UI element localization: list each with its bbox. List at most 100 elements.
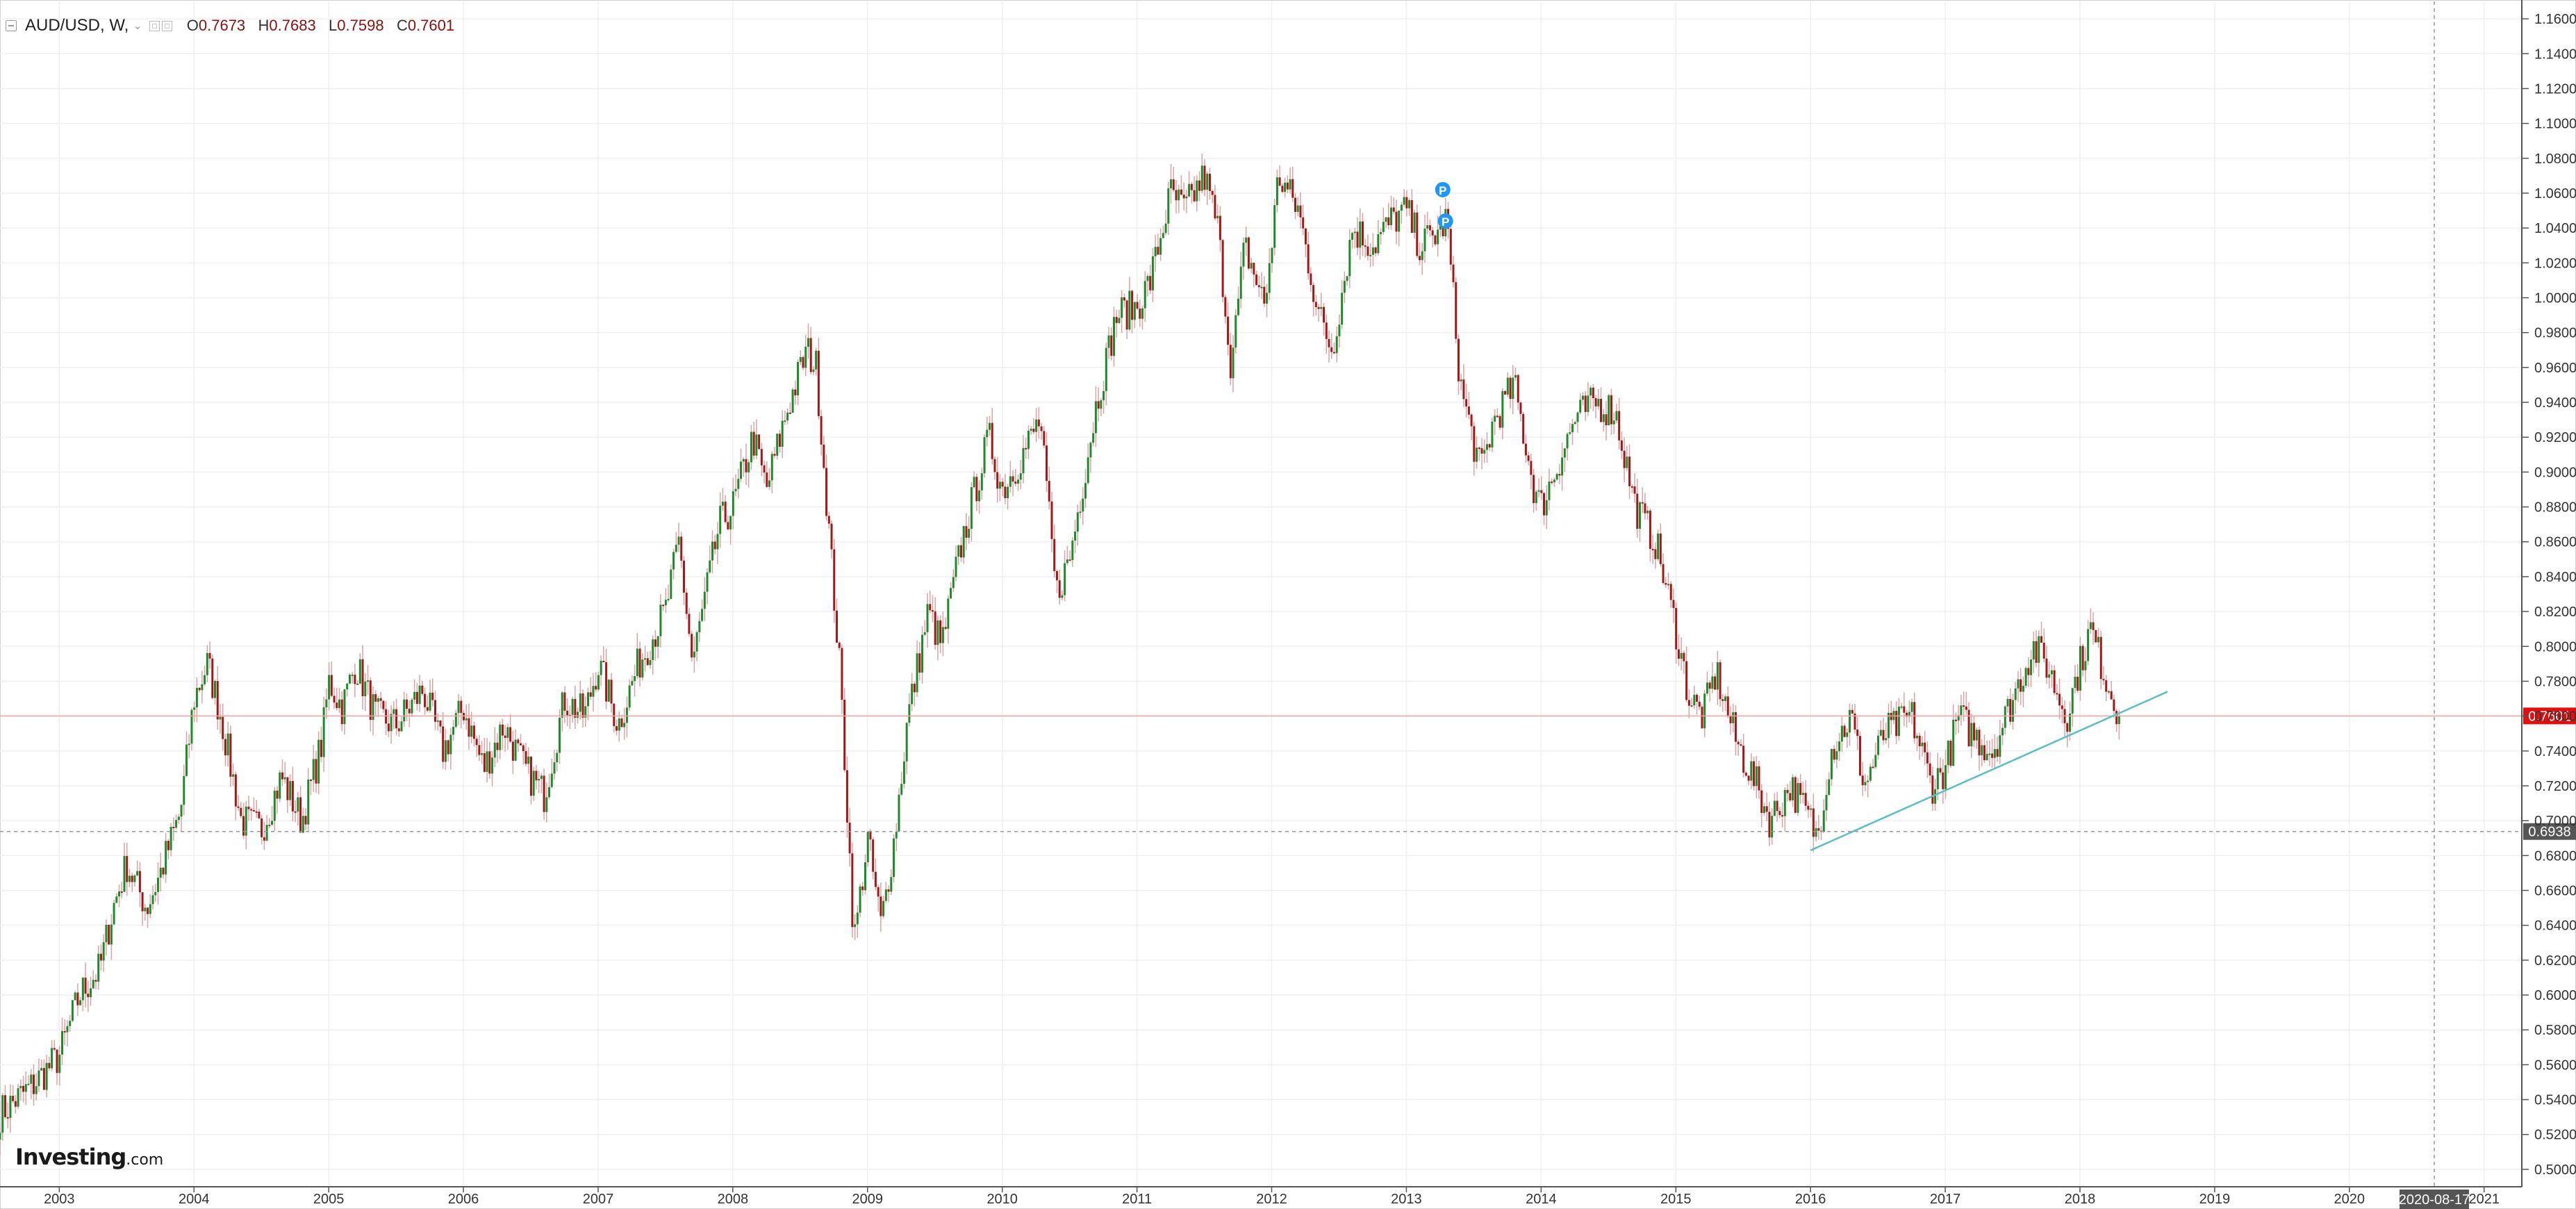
candle-down — [252, 809, 255, 812]
candle-down — [1465, 399, 1468, 406]
candle-down — [939, 620, 942, 643]
candle-down — [483, 753, 486, 772]
candle-down — [1861, 775, 1864, 786]
candle-up — [1869, 766, 1872, 781]
candle-up — [1791, 777, 1794, 800]
candle-up — [625, 707, 628, 723]
candle-up — [486, 751, 488, 772]
candle-down — [543, 775, 545, 812]
candle-down — [63, 1030, 66, 1033]
candle-up — [1822, 810, 1825, 832]
candle-down — [1281, 186, 1284, 192]
candle-up — [2001, 727, 2004, 736]
candle-up — [1574, 422, 1576, 425]
candle-up — [1597, 399, 1600, 406]
chevron-down-icon[interactable]: ⌄ — [133, 20, 142, 32]
candle-down — [1419, 256, 1421, 261]
candle-down — [2045, 658, 2048, 678]
candle-down — [1924, 742, 1926, 752]
candle-up — [607, 680, 610, 702]
candle-up — [2032, 641, 2035, 660]
candle-down — [869, 832, 872, 840]
candle-down — [975, 477, 978, 502]
candle-down — [434, 700, 436, 722]
candle-down — [462, 713, 465, 721]
candle-up — [92, 980, 94, 989]
price-axis[interactable]: 0.5000 0.5200 0.5400 0.5600 0.5800 0.6000 0.62… — [2521, 0, 2576, 1187]
candle-down — [56, 1049, 58, 1074]
candle-down — [1519, 402, 1522, 414]
candle-up — [732, 491, 734, 516]
candle-down — [1004, 486, 1007, 499]
candle-down — [1125, 300, 1128, 330]
candle-up — [1105, 347, 1107, 391]
candle-up — [1840, 725, 1843, 742]
candle-down — [1685, 661, 1688, 700]
open-value: 0.7673 — [198, 17, 246, 34]
symbol-label[interactable]: AUD/USD, W, — [25, 16, 129, 35]
candle-down — [1683, 652, 1685, 661]
event-marker — [1437, 213, 1453, 229]
candle-down — [1364, 245, 1367, 247]
candle-down — [789, 412, 791, 414]
candle-up — [1074, 532, 1077, 541]
candle-up — [1579, 400, 1582, 413]
candle-up — [195, 687, 198, 708]
candle-down — [1014, 482, 1017, 484]
candle-up — [693, 651, 695, 658]
candle-down — [222, 716, 224, 739]
hide-icon[interactable] — [161, 20, 172, 31]
y-tick-label: 0.7400 — [2534, 744, 2576, 759]
candle-down — [1644, 503, 1646, 513]
candle-down — [1524, 443, 1527, 456]
candle-up — [1107, 335, 1110, 348]
candle-up — [902, 761, 905, 784]
x-tick-label: 2003 — [44, 1192, 75, 1207]
candle-up — [664, 600, 667, 606]
candle-down — [1677, 649, 1680, 659]
candle-up — [553, 762, 556, 774]
x-tick-label: 2018 — [2065, 1192, 2096, 1207]
candle-down — [763, 465, 766, 473]
candle-up — [986, 429, 989, 438]
y-tick-label: 0.6400 — [2534, 919, 2576, 934]
candle-down — [2056, 693, 2058, 695]
candle-up — [177, 816, 180, 821]
candle-down — [1963, 705, 1965, 707]
candle-up — [1646, 510, 1649, 513]
candle-up — [24, 1084, 27, 1092]
candle-down — [520, 743, 522, 746]
candle-up — [1716, 662, 1719, 690]
candle-up — [1908, 712, 1910, 717]
time-axis[interactable]: 2003 2004 2005 2006 2007 2008 2009 2010 2011 2012… — [0, 1186, 2522, 1207]
candle-up — [2069, 713, 2072, 732]
candle-down — [1110, 335, 1113, 356]
candle-up — [1587, 395, 1590, 412]
candle-up — [1915, 735, 1918, 739]
candle-down — [1804, 793, 1807, 806]
candle-down — [602, 660, 605, 663]
candle-down — [1286, 182, 1289, 190]
candle-down — [918, 653, 921, 673]
candle-up — [1348, 240, 1351, 277]
candle-up — [644, 658, 647, 660]
candle-down — [848, 822, 851, 854]
y-tick-label: 1.0800 — [2534, 151, 2576, 167]
collapse-icon[interactable] — [6, 20, 17, 31]
candle-down — [1131, 290, 1134, 320]
candle-down — [286, 777, 289, 800]
candle-up — [1273, 205, 1276, 248]
candle-up — [968, 529, 971, 538]
candle-up — [1250, 263, 1253, 269]
candle-down — [439, 720, 442, 727]
candle-up — [346, 683, 349, 690]
low-label: L — [329, 17, 338, 34]
candle-up — [2017, 679, 2020, 689]
candle-down — [211, 658, 214, 698]
candle-down — [688, 614, 691, 634]
candle-down — [147, 907, 149, 914]
candle-down — [108, 924, 110, 945]
settings-icon[interactable] — [149, 20, 160, 31]
candle-down — [1395, 211, 1398, 232]
